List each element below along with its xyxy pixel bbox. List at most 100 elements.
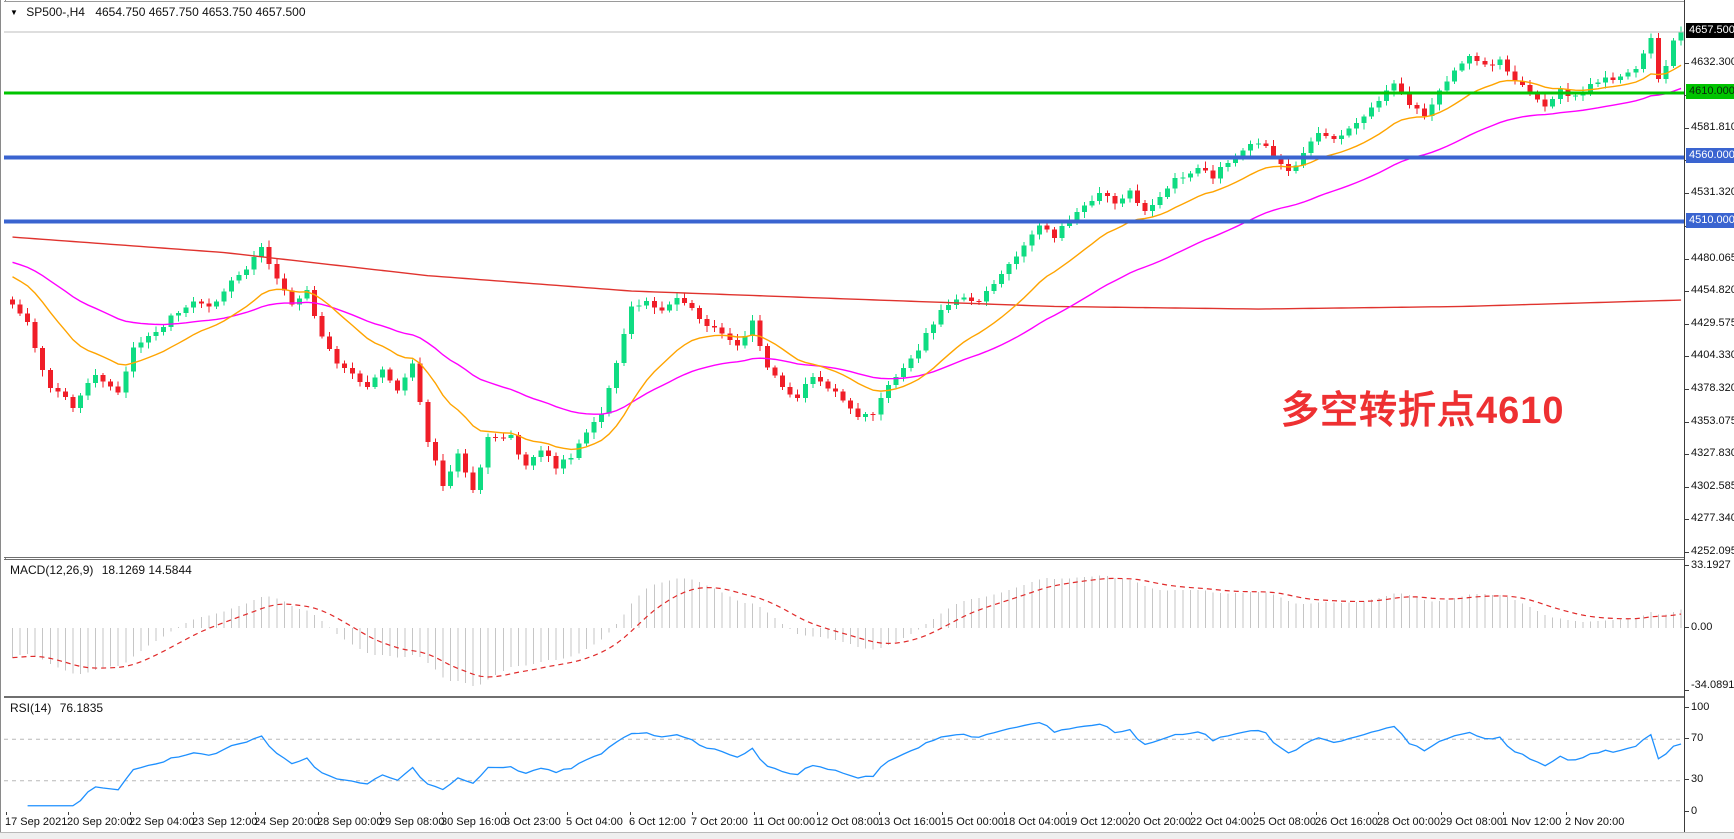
current-price-badge: 4657.500 — [1686, 23, 1734, 38]
time-axis-tick — [442, 812, 443, 815]
macd-chart — [12, 575, 1682, 686]
time-tick-label: 12 Oct 08:00 — [816, 816, 879, 828]
price-axis-tick — [1685, 422, 1689, 423]
time-tick-label: 30 Sep 16:00 — [441, 816, 507, 828]
price-axis-tick — [1685, 454, 1689, 455]
time-tick-label: 29 Oct 08:00 — [1440, 816, 1503, 828]
time-axis-tick — [630, 812, 631, 815]
window-bottom-border — [0, 832, 1734, 839]
rsi-chart — [4, 721, 1684, 807]
macd-tick-label: 33.1927 — [1691, 559, 1731, 571]
rsi-tick-label: 0 — [1691, 805, 1698, 817]
price-axis[interactable]: 4632.3004607.0554581.8104556.5654531.320… — [1684, 0, 1734, 832]
time-axis-tick — [1441, 812, 1442, 815]
rsi-line — [27, 721, 1682, 807]
time-tick-label: 18 Oct 04:00 — [1003, 816, 1066, 828]
level-lines-layer — [4, 31, 1684, 224]
time-tick-label: 24 Sep 20:00 — [254, 816, 320, 828]
price-axis-tick — [1685, 324, 1689, 325]
time-tick-label: 2 Nov 20:00 — [1565, 816, 1625, 828]
price-tick-label: 4632.300 — [1691, 56, 1734, 68]
time-tick-label: 11 Oct 00:00 — [753, 816, 816, 828]
time-tick-label: 20 Oct 20:00 — [1128, 816, 1191, 828]
time-tick-label: 13 Oct 16:00 — [878, 816, 941, 828]
time-axis-tick — [1316, 812, 1317, 815]
time-tick-label: 7 Oct 20:00 — [691, 816, 748, 828]
price-axis-tick — [1685, 193, 1689, 194]
rsi-axis-tick — [1685, 779, 1689, 780]
ohlc-values: 4654.750 4657.750 4653.750 4657.500 — [95, 5, 306, 19]
price-tick-label: 4531.320 — [1691, 186, 1734, 198]
price-tick-label: 4277.340 — [1691, 512, 1734, 524]
macd-axis-tick — [1685, 565, 1689, 566]
time-axis-tick — [1503, 812, 1504, 815]
time-tick-label: 28 Oct 00:00 — [1377, 816, 1440, 828]
macd-indicator-panel[interactable]: MACD(12,26,9) 18.1269 14.5844 — [4, 559, 1684, 697]
candlestick-chart — [4, 26, 1684, 494]
price-axis-tick — [1685, 128, 1689, 129]
time-tick-label: 3 Oct 23:00 — [504, 816, 561, 828]
price-level-badge: 4510.000 — [1686, 213, 1734, 228]
price-tick-label: 4378.320 — [1691, 382, 1734, 394]
time-axis-tick — [255, 812, 256, 815]
time-tick-label: 25 Oct 08:00 — [1253, 816, 1316, 828]
macd-values: 18.1269 14.5844 — [101, 563, 192, 577]
price-tick-label: 4404.330 — [1691, 349, 1734, 361]
macd-signal-line — [12, 577, 1682, 678]
price-axis-tick — [1685, 519, 1689, 520]
macd-tick-label: -34.0891 — [1691, 679, 1734, 691]
rsi-value: 76.1835 — [59, 701, 104, 715]
rsi-indicator-panel[interactable]: RSI(14) 76.1835 — [4, 697, 1684, 814]
time-tick-label: 20 Sep 20:00 — [67, 816, 133, 828]
time-axis-tick — [1254, 812, 1255, 815]
price-axis-tick — [1685, 63, 1689, 64]
time-axis-tick — [380, 812, 381, 815]
time-axis-tick — [754, 812, 755, 815]
rsi-tick-label: 30 — [1691, 773, 1704, 785]
macd-axis-tick — [1685, 627, 1689, 628]
macd-axis-tick — [1685, 690, 1689, 691]
time-tick-label: 22 Sep 04:00 — [129, 816, 195, 828]
symbol-dropdown-icon[interactable]: ▼ — [10, 8, 18, 17]
price-tick-label: 4429.575 — [1691, 317, 1734, 329]
macd-name: MACD(12,26,9) — [10, 563, 94, 577]
price-tick-label: 4327.830 — [1691, 447, 1734, 459]
time-axis-tick — [130, 812, 131, 815]
symbol-timeframe-label: SP500-,H4 — [26, 5, 85, 19]
price-level-badge: 4610.000 — [1686, 84, 1734, 99]
time-axis-tick — [318, 812, 319, 815]
chart-annotation-text: 多空转折点4610 — [1281, 390, 1565, 432]
time-tick-label: 26 Oct 16:00 — [1315, 816, 1378, 828]
macd-histogram — [12, 575, 1682, 686]
price-axis-tick — [1685, 552, 1689, 553]
time-tick-label: 17 Sep 2021 — [5, 816, 68, 828]
price-level-badge: 4560.000 — [1686, 148, 1734, 163]
time-axis-tick — [1378, 812, 1379, 815]
time-tick-label: 23 Sep 12:00 — [192, 816, 258, 828]
rsi-axis-tick — [1685, 707, 1689, 708]
price-chart-panel[interactable]: ▼ SP500-,H4 4654.750 4657.750 4653.750 4… — [4, 1, 1684, 558]
chart-header: ▼ SP500-,H4 4654.750 4657.750 4653.750 4… — [10, 5, 306, 19]
rsi-axis-tick — [1685, 738, 1689, 739]
price-axis-tick — [1685, 291, 1689, 292]
price-tick-label: 4480.065 — [1691, 252, 1734, 264]
time-axis-tick — [942, 812, 943, 815]
time-tick-label: 6 Oct 12:00 — [629, 816, 686, 828]
time-axis-tick — [6, 812, 7, 815]
price-tick-label: 4302.585 — [1691, 480, 1734, 492]
price-axis-tick — [1685, 259, 1689, 260]
price-axis-tick — [1685, 487, 1689, 488]
macd-label: MACD(12,26,9) 18.1269 14.5844 — [10, 563, 192, 577]
time-axis-tick — [692, 812, 693, 815]
time-axis[interactable]: 17 Sep 2021 20 Sep 20:00 22 Sep 04:00 23 Se… — [4, 812, 1684, 832]
time-tick-label: 15 Oct 00:00 — [941, 816, 1004, 828]
price-axis-tick — [1685, 389, 1689, 390]
time-axis-tick — [817, 812, 818, 815]
time-tick-label: 28 Sep 00:00 — [317, 816, 383, 828]
price-tick-label: 4252.095 — [1691, 545, 1734, 557]
price-axis-tick — [1685, 356, 1689, 357]
macd-tick-label: 0.00 — [1691, 621, 1713, 633]
price-tick-label: 4353.075 — [1691, 415, 1734, 427]
time-tick-label: 5 Oct 04:00 — [566, 816, 623, 828]
